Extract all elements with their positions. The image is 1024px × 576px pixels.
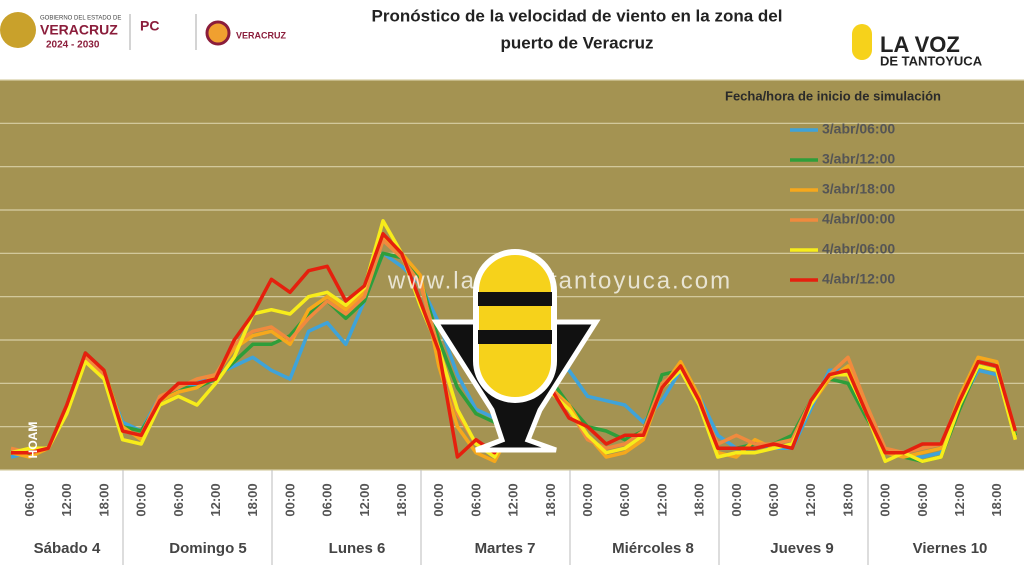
x-tick-label: 06:00: [320, 483, 335, 516]
legend-label: 4/abr/06:00: [822, 241, 895, 257]
x-tick-label: 18:00: [989, 483, 1004, 516]
x-tick-label: 06:00: [915, 483, 930, 516]
legend-label: 3/abr/12:00: [822, 151, 895, 167]
x-tick-label: 18:00: [245, 483, 260, 516]
logo-stripe: [478, 330, 552, 344]
x-tick-label: 06:00: [617, 483, 632, 516]
state-emblem: [0, 12, 36, 48]
axis-bg: [0, 470, 1024, 576]
watermark: www.lavozdetantoyuca.com: [387, 267, 732, 294]
logo-mic: [473, 249, 557, 403]
x-tick-label: 00:00: [729, 483, 744, 516]
x-tick-label: 06:00: [22, 483, 37, 516]
legend-label: 3/abr/06:00: [822, 121, 895, 137]
x-tick-label: 00:00: [878, 483, 893, 516]
brand-logo: LA VOZ DE TANTOYUCA: [852, 24, 983, 68]
x-tick-label: 12:00: [357, 483, 372, 516]
x-tick-label: 06:00: [171, 483, 186, 516]
day-label: Sábado 4: [34, 540, 101, 557]
x-tick-label: 00:00: [134, 483, 149, 516]
gov-line: GOBIERNO DEL ESTADO DE: [40, 16, 121, 22]
x-tick-label: 18:00: [394, 483, 409, 516]
day-label: Domingo 5: [169, 540, 247, 557]
day-label: Martes 7: [475, 540, 536, 557]
x-tick-label: 00:00: [580, 483, 595, 516]
logo-stripe: [478, 292, 552, 306]
day-label: Lunes 6: [329, 540, 386, 557]
x-tick-label: 00:00: [431, 483, 446, 516]
x-tick-label: 18:00: [692, 483, 707, 516]
x-tick-label: 06:00: [766, 483, 781, 516]
day-label: Miércoles 8: [612, 540, 694, 557]
side-text: HOAM: [26, 422, 40, 459]
watermark-logo: [431, 249, 601, 453]
legend-label: 4/abr/12:00: [822, 271, 895, 287]
brand-mic: [852, 24, 872, 60]
x-tick-label: 12:00: [208, 483, 223, 516]
gov-name: VERACRUZ: [40, 22, 118, 38]
x-tick-label: 00:00: [282, 483, 297, 516]
x-tick-label: 12:00: [952, 483, 967, 516]
x-tick-label: 12:00: [59, 483, 74, 516]
brand-bottom: DE TANTOYUCA: [880, 53, 983, 68]
gov-years: 2024 - 2030: [46, 40, 100, 51]
legend-label: 3/abr/18:00: [822, 181, 895, 197]
x-tick-label: 06:00: [468, 483, 483, 516]
chart-title-line2: puerto de Veracruz: [500, 33, 653, 52]
brand-top: LA VOZ: [880, 32, 960, 57]
day-label: Jueves 9: [770, 540, 833, 557]
pc-name: VERACRUZ: [236, 30, 287, 40]
x-tick-label: 12:00: [803, 483, 818, 516]
x-tick-label: 18:00: [96, 483, 111, 516]
pc-emblem: [205, 20, 231, 46]
legend-title: Fecha/hora de inicio de simulación: [725, 88, 941, 103]
pc-label: PC: [140, 18, 159, 34]
x-tick-label: 18:00: [543, 483, 558, 516]
x-tick-label: 12:00: [654, 483, 669, 516]
day-label: Viernes 10: [913, 540, 988, 557]
x-tick-label: 18:00: [840, 483, 855, 516]
legend-label: 4/abr/00:00: [822, 211, 895, 227]
x-tick-label: 12:00: [506, 483, 521, 516]
chart-title: Pronóstico de la velocidad de viento en …: [372, 6, 783, 25]
